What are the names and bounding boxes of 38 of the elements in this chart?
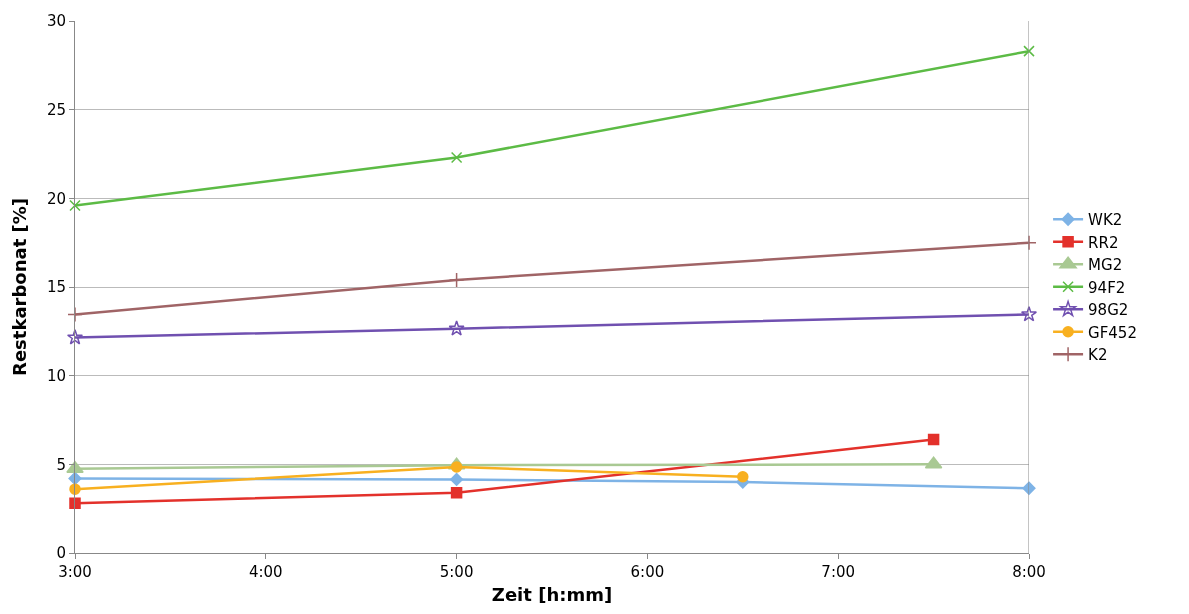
point: [450, 461, 463, 473]
x-tick-label: 4:00: [248, 563, 283, 581]
point: [66, 329, 84, 345]
x-tick-label: 7:00: [821, 563, 856, 581]
y-tick-label: 0: [56, 544, 66, 563]
x-tick-label: 3:00: [58, 563, 92, 581]
legend-label: K2: [1088, 346, 1108, 365]
point: [1023, 45, 1035, 57]
point: [67, 306, 83, 323]
point: [448, 272, 465, 288]
x-axis-title: Zeit [h:mm]: [491, 584, 613, 606]
legend-label: 98G2: [1088, 301, 1129, 320]
point: [450, 472, 464, 487]
point: [927, 433, 940, 446]
point: [66, 461, 84, 474]
point: [69, 199, 81, 212]
y-tick-label: 30: [46, 12, 66, 31]
legend-label: WK2: [1088, 211, 1123, 230]
legend-label: GF452: [1088, 323, 1137, 342]
y-tick-label: 5: [56, 455, 66, 474]
y-tick-label: 25: [46, 100, 66, 119]
x-tick-label: 6:00: [630, 563, 665, 581]
point: [69, 497, 81, 510]
y-tick-label: 15: [46, 278, 66, 297]
y-tick-label: 20: [46, 189, 66, 208]
x-tick-label: 8:00: [1012, 563, 1046, 581]
point: [1020, 306, 1038, 322]
point: [737, 471, 749, 483]
x-tick-label: 5:00: [439, 563, 474, 581]
point: [1022, 481, 1036, 495]
point: [450, 151, 463, 164]
legend-label: MG2: [1088, 256, 1123, 275]
y-axis-title: Restkarbonat [%]: [9, 198, 31, 376]
legend-label: 94F2: [1088, 278, 1126, 297]
point: [450, 486, 463, 499]
legend-label: RR2: [1088, 233, 1119, 252]
point: [448, 320, 465, 336]
y-tick-label: 10: [46, 366, 66, 385]
